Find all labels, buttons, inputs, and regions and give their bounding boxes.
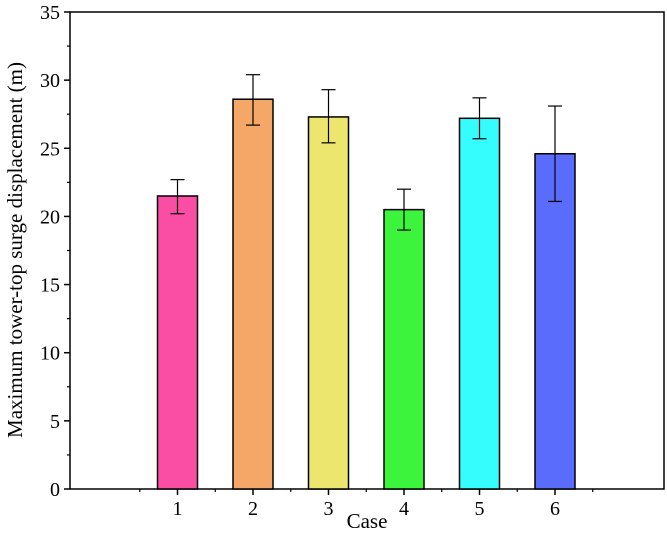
error-bar-case-3 [321,89,336,144]
error-bars [170,74,562,231]
x-tick-label: 4 [399,498,409,520]
y-tick-label: 5 [50,411,60,433]
x-axis-title: Case [347,509,388,533]
x-tick-label: 6 [550,498,560,520]
x-tick-label: 3 [324,498,334,520]
y-tick-label: 30 [40,70,60,92]
bar-case-1 [156,195,199,490]
y-tick-label: 10 [40,343,60,365]
y-tick-label: 20 [40,206,60,228]
y-tick-label: 0 [50,479,60,501]
x-axis: 1 2 3 4 5 6 [139,489,594,520]
bar-case-6 [534,152,576,490]
error-bar-case-6 [548,105,562,203]
x-tick-label: 2 [248,498,258,520]
y-tick-label: 35 [40,2,60,24]
error-bar-case-5 [472,97,487,140]
y-tick-label: 15 [40,275,60,297]
bar-case-2 [232,98,274,490]
bars [156,98,576,490]
bar-case-4 [383,208,425,490]
x-tick-label: 5 [475,498,485,520]
error-bar-case-2 [246,74,260,126]
bar-case-3 [307,116,350,490]
y-axis: 0 5 10 15 20 25 30 35 [40,2,70,501]
error-bar-case-1 [170,179,185,215]
y-tick-label: 25 [40,138,60,160]
bar-case-5 [458,117,501,490]
error-bar-case-4 [397,188,411,231]
x-tick-label: 1 [173,498,183,520]
y-axis-title: Maximum tower-top surge displacement (m) [3,62,27,438]
